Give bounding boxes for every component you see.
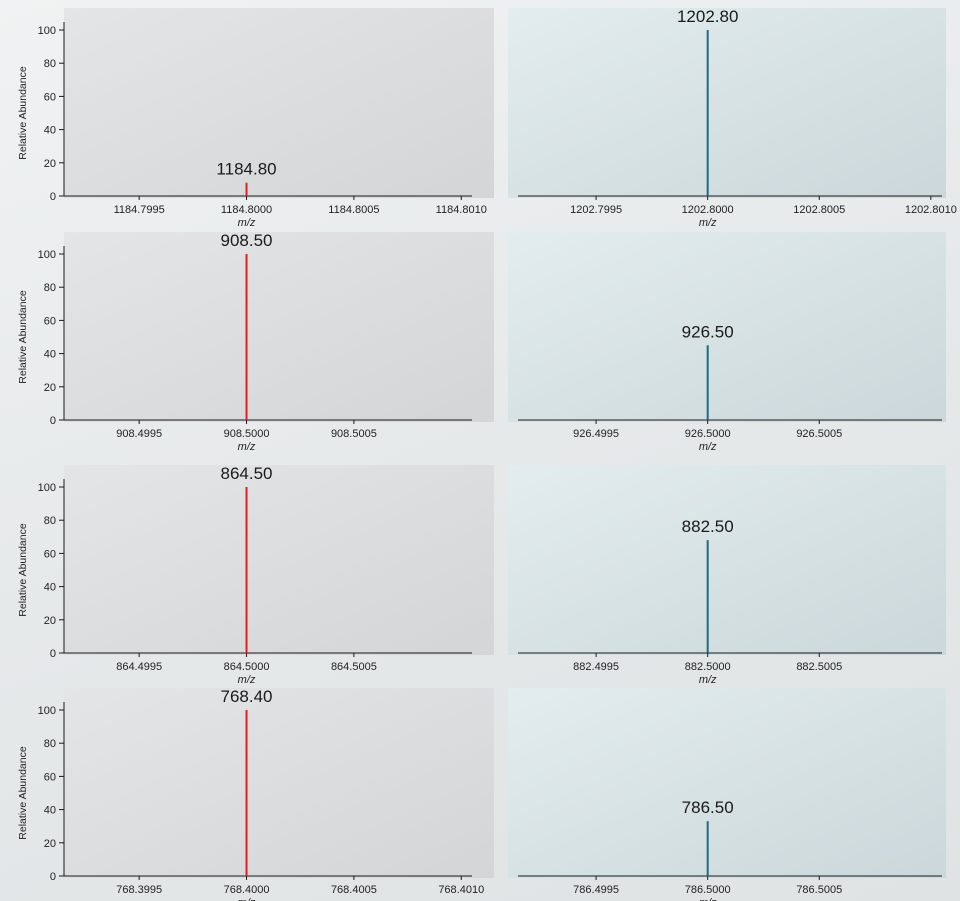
y-tick-label: 60 <box>44 548 56 560</box>
x-tick-label: 1202.8005 <box>793 204 845 216</box>
peak-label: 882.50 <box>682 517 734 536</box>
x-tick-label: 768.4010 <box>438 884 484 896</box>
chart-left-row-4: 0 20 40 60 80 100 Relative Abundance 768.3995 76… <box>17 687 494 901</box>
y-tick-label: 0 <box>50 191 56 203</box>
y-tick-label: 100 <box>38 482 56 494</box>
y-tick-label: 80 <box>44 282 56 294</box>
y-axis-label: Relative Abundance <box>17 746 29 840</box>
x-tick-label: 864.5005 <box>331 661 377 673</box>
x-tick-label: 926.5005 <box>796 428 842 440</box>
plot-background <box>508 688 946 878</box>
x-axis-label: m/z <box>238 441 256 453</box>
y-tick-label: 0 <box>50 648 56 660</box>
plot-background <box>64 232 494 422</box>
y-axis-label: Relative Abundance <box>17 290 29 384</box>
chart-left-row-2: 0 20 40 60 80 100 Relative Abundance 908.4995 90… <box>17 231 494 453</box>
y-tick-label: 20 <box>44 158 56 170</box>
x-tick-label: 1184.7995 <box>114 204 165 216</box>
chart-right-row-1: 1202.7995 1202.8000 1202.8005 1202.8010 m/z 1… <box>508 7 957 229</box>
y-tick-label: 0 <box>50 415 56 427</box>
plot-background <box>508 465 946 655</box>
x-tick-label: 786.4995 <box>573 884 619 896</box>
y-tick-label: 60 <box>44 91 56 103</box>
x-tick-label: 1184.8005 <box>328 204 379 216</box>
x-tick-label: 926.4995 <box>573 428 619 440</box>
plot-background <box>64 465 494 655</box>
chart-right-row-4: 786.4995 786.5000 786.5005 m/z 786.50 <box>508 688 946 901</box>
plot-background <box>64 688 494 878</box>
x-tick-label: 908.5000 <box>224 428 270 440</box>
x-tick-label: 908.5005 <box>331 428 377 440</box>
y-tick-label: 40 <box>44 582 56 594</box>
plot-background <box>508 232 946 422</box>
x-tick-label: 882.4995 <box>573 661 619 673</box>
y-tick-label: 100 <box>38 25 56 37</box>
x-tick-label: 1202.8010 <box>905 204 957 216</box>
x-tick-label: 786.5005 <box>796 884 842 896</box>
y-tick-label: 40 <box>44 805 56 817</box>
y-tick-label: 100 <box>38 705 56 717</box>
y-axis-label: Relative Abundance <box>17 66 29 160</box>
x-tick-label: 786.5000 <box>685 884 731 896</box>
y-tick-label: 20 <box>44 838 56 850</box>
x-tick-label: 768.4005 <box>331 884 377 896</box>
y-tick-label: 20 <box>44 382 56 394</box>
x-tick-label: 908.4995 <box>116 428 162 440</box>
y-axis-label: Relative Abundance <box>17 523 29 617</box>
y-tick-label: 80 <box>44 515 56 527</box>
x-tick-label: 882.5005 <box>796 661 842 673</box>
x-axis-label: m/z <box>238 897 256 901</box>
peak-label: 1184.80 <box>216 160 276 179</box>
x-axis-label: m/z <box>699 897 717 901</box>
chart-right-row-3: 882.4995 882.5000 882.5005 m/z 882.50 <box>508 465 946 686</box>
peak-label: 1202.80 <box>677 7 738 26</box>
plot-background <box>64 8 494 198</box>
peak-label: 768.40 <box>221 687 273 706</box>
x-tick-label: 768.4000 <box>224 884 270 896</box>
y-tick-label: 60 <box>44 315 56 327</box>
y-tick-label: 40 <box>44 125 56 137</box>
x-tick-label: 1184.8000 <box>221 204 272 216</box>
peak-label: 864.50 <box>221 464 273 483</box>
y-tick-label: 0 <box>50 871 56 883</box>
x-tick-label: 864.4995 <box>116 661 162 673</box>
chart-left-row-3: 0 20 40 60 80 100 Relative Abundance 864.4995 86… <box>17 464 494 686</box>
x-tick-label: 768.3995 <box>116 884 162 896</box>
y-tick-label: 80 <box>44 738 56 750</box>
x-tick-label: 1184.8010 <box>436 204 487 216</box>
x-axis-label: m/z <box>238 674 256 686</box>
x-tick-label: 882.5000 <box>685 661 731 673</box>
chart-right-row-2: 926.4995 926.5000 926.5005 m/z 926.50 <box>508 232 946 453</box>
x-tick-label: 864.5000 <box>224 661 270 673</box>
peak-label: 786.50 <box>682 798 734 817</box>
x-tick-label: 1202.8000 <box>682 204 734 216</box>
y-tick-label: 20 <box>44 615 56 627</box>
x-tick-label: 926.5000 <box>685 428 731 440</box>
x-axis-label: m/z <box>699 674 717 686</box>
y-tick-label: 40 <box>44 349 56 361</box>
x-tick-label: 1202.7995 <box>570 204 622 216</box>
x-axis-label: m/z <box>238 217 256 229</box>
x-axis-label: m/z <box>699 217 717 229</box>
peak-label: 926.50 <box>682 322 734 341</box>
chart-left-row-1: 0 20 40 60 80 100 Relative Abundance 1184.7995 1… <box>17 8 494 229</box>
y-tick-label: 100 <box>38 249 56 261</box>
x-axis-label: m/z <box>699 441 717 453</box>
y-tick-label: 80 <box>44 58 56 70</box>
peak-label: 908.50 <box>221 231 273 250</box>
y-tick-label: 60 <box>44 771 56 783</box>
plot-background <box>508 8 946 198</box>
